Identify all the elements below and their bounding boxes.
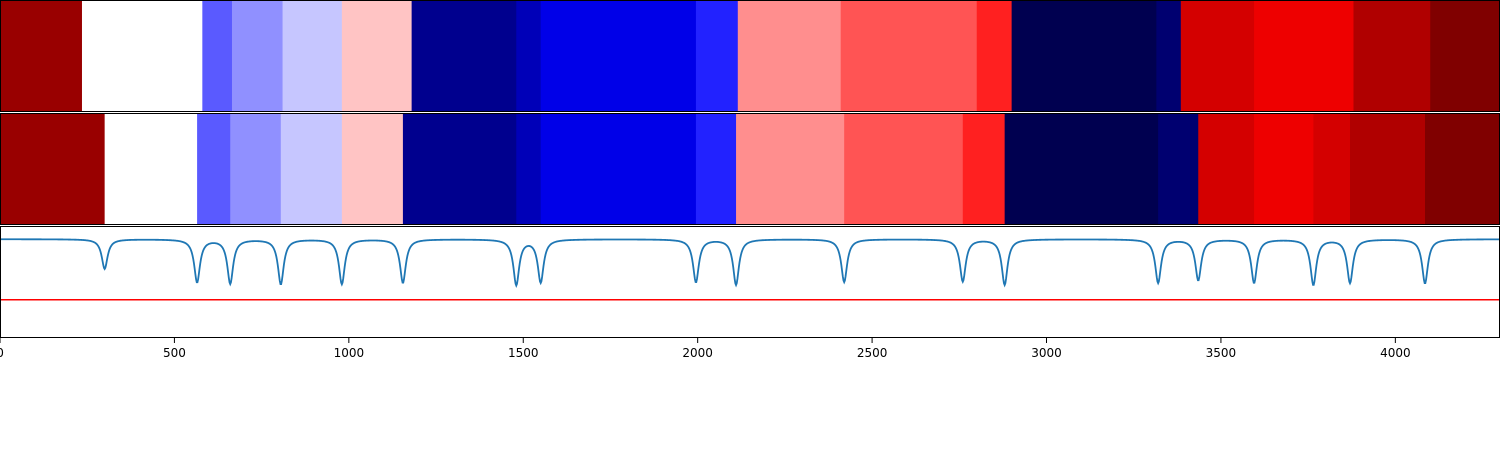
top-heatmap-segment-11 [840,0,978,112]
middle-heatmap-segment-14 [1158,113,1199,225]
x-tick-label-3000: 3000 [1031,346,1062,360]
x-tick-label-0: 0 [0,346,4,360]
top-heatmap-segment-15 [1180,0,1255,112]
top-heatmap-segment-3 [231,0,284,112]
top-heatmap-segment-2 [202,0,233,112]
top-heatmap-segment-9 [695,0,739,112]
top-heatmap-segment-16 [1254,0,1354,112]
middle-heatmap-segment-3 [230,113,282,225]
middle-heatmap-segment-4 [280,113,343,225]
middle-heatmap-segment-9 [695,113,737,225]
middle-heatmap-segment-19 [1425,113,1500,225]
middle-heatmap-segment-6 [402,113,517,225]
middle-heatmap-segment-10 [736,113,845,225]
middle-heatmap-segment-17 [1313,113,1351,225]
middle-heatmap-segment-5 [341,113,404,225]
top-heatmap-segment-7 [516,0,542,112]
x-tick-label-2500: 2500 [857,346,888,360]
top-heatmap-segment-12 [976,0,1013,112]
middle-heatmap-segment-12 [962,113,1006,225]
top-heatmap-segment-1 [81,0,203,112]
middle-heatmap-segment-8 [540,113,697,225]
top-heatmap-segment-6 [411,0,517,112]
top-heatmap-segment-4 [282,0,343,112]
x-tick-label-500: 500 [163,346,186,360]
top-heatmap-segment-13 [1011,0,1157,112]
top-heatmap-panel [0,0,1500,112]
middle-heatmap-panel [0,113,1500,225]
middle-heatmap-segment-18 [1350,113,1426,225]
middle-heatmap-segment-13 [1004,113,1159,225]
middle-heatmap-segment-15 [1198,113,1255,225]
middle-heatmap-segment-0 [0,113,106,225]
top-heatmap-segment-8 [540,0,697,112]
top-heatmap-segment-10 [737,0,842,112]
middle-heatmap-segment-1 [104,113,198,225]
middle-heatmap-segment-7 [516,113,542,225]
middle-heatmap-segment-16 [1254,113,1314,225]
x-axis: 0 500 1000 1500 2000 2500 3000 3500 4000 [0,338,1411,360]
x-tick-label-4000: 4000 [1380,346,1411,360]
top-heatmap-segment-0 [0,0,83,112]
middle-heatmap-segment-2 [197,113,231,225]
top-heatmap-segment-18 [1430,0,1500,112]
middle-heatmap-segment-11 [844,113,964,225]
signal-line-panel [0,226,1500,338]
x-tick-label-1000: 1000 [334,346,365,360]
top-heatmap-segment-17 [1353,0,1431,112]
x-tick-label-2000: 2000 [682,346,713,360]
x-tick-label-1500: 1500 [508,346,539,360]
top-heatmap-segment-5 [341,0,413,112]
x-tick-label-3500: 3500 [1206,346,1237,360]
signal-series-line [0,238,1500,289]
top-heatmap-segment-14 [1156,0,1182,112]
